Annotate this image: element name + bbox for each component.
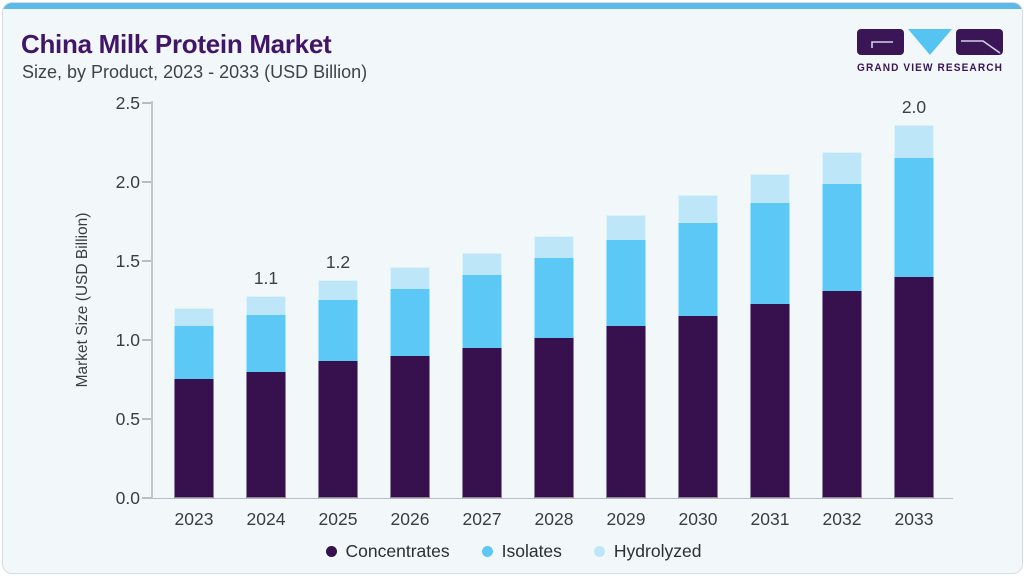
x-tick-label: 2027 <box>462 509 502 529</box>
bar-segment-isolates <box>822 183 862 291</box>
legend: Concentrates Isolates Hydrolyzed <box>3 538 1022 564</box>
bar-2033 <box>894 125 934 498</box>
bar-segment-isolates <box>174 325 214 380</box>
logo-text: GRAND VIEW RESEARCH <box>857 62 1003 74</box>
bar-2028 <box>534 235 574 498</box>
legend-item-isolates: Isolates <box>481 540 562 562</box>
x-tick-label: 2024 <box>246 509 286 529</box>
y-tick-mark <box>142 339 151 341</box>
x-tick-label: 2033 <box>894 509 934 529</box>
bar-2023 <box>174 308 214 498</box>
x-tick-label: 2029 <box>606 509 646 529</box>
legend-item-concentrates: Concentrates <box>325 540 450 562</box>
bar-segment-hydrolyzed <box>606 215 646 241</box>
legend-item-label: Isolates <box>501 540 562 561</box>
gvr-logo-icon: GRAND VIEW RESEARCH <box>857 29 1003 74</box>
bar-segment-isolates <box>678 223 718 317</box>
x-axis-line <box>144 497 953 499</box>
bar-value-label-2025: 1.2 <box>325 251 351 272</box>
bar-value-label-2033: 2.0 <box>901 97 927 118</box>
bar-segment-hydrolyzed <box>822 151 862 184</box>
bar-segment-concentrates <box>750 303 790 498</box>
bar-segment-isolates <box>462 275 502 348</box>
y-tick-label: 2.5 <box>115 92 140 113</box>
y-axis-line <box>151 101 153 499</box>
bar-segment-concentrates <box>462 347 502 498</box>
x-tick-label: 2023 <box>174 509 214 529</box>
bar-segment-hydrolyzed <box>894 125 934 159</box>
x-tick-label: 2032 <box>822 509 862 529</box>
bar-2030 <box>678 194 718 498</box>
x-tick-label: 2030 <box>678 509 718 529</box>
bar-segment-concentrates <box>606 325 646 498</box>
y-tick-mark <box>142 102 151 104</box>
y-axis-title: Market Size (USD Billion) <box>74 212 91 388</box>
bar-2032 <box>822 151 862 498</box>
bar-segment-concentrates <box>678 316 718 498</box>
y-tick-label: 0.0 <box>115 487 140 508</box>
bar-segment-concentrates <box>174 379 214 498</box>
page-title: China Milk Protein Market <box>21 29 332 59</box>
bar-segment-isolates <box>318 300 358 361</box>
bar-segment-isolates <box>246 314 286 372</box>
bar-segment-concentrates <box>390 355 430 498</box>
bar-segment-hydrolyzed <box>462 253 502 276</box>
bar-segment-hydrolyzed <box>318 279 358 301</box>
y-tick-label: 0.5 <box>115 408 140 429</box>
x-tick-label: 2031 <box>750 509 790 529</box>
y-tick-mark <box>142 418 151 420</box>
bar-segment-concentrates <box>822 291 862 498</box>
bar-segment-hydrolyzed <box>534 235 574 258</box>
bar-2027 <box>462 253 502 498</box>
legend-dot-icon <box>593 545 605 557</box>
bar-segment-concentrates <box>246 371 286 498</box>
bar-segment-concentrates <box>318 360 358 498</box>
bar-segment-isolates <box>390 289 430 356</box>
bar-2026 <box>390 267 430 498</box>
x-tick-label: 2026 <box>390 509 430 529</box>
bar-segment-hydrolyzed <box>678 194 718 224</box>
y-tick-mark <box>142 497 151 499</box>
y-tick-mark <box>142 260 151 262</box>
legend-item-label: Concentrates <box>345 540 450 561</box>
legend-dot-icon <box>325 545 337 557</box>
page-subtitle: Size, by Product, 2023 - 2033 (USD Billi… <box>22 62 368 82</box>
bar-2029 <box>606 215 646 498</box>
bar-segment-concentrates <box>894 276 934 498</box>
bar-2031 <box>750 174 790 498</box>
bar-2025 <box>318 279 358 498</box>
y-tick-label: 1.5 <box>115 250 140 271</box>
y-tick-label: 2.0 <box>115 171 140 192</box>
grand-view-research-logo: GRAND VIEW RESEARCH <box>857 29 1003 75</box>
legend-item-hydrolyzed: Hydrolyzed <box>593 540 702 562</box>
bar-segment-isolates <box>894 158 934 277</box>
y-tick-label: 1.0 <box>115 329 140 350</box>
bar-segment-concentrates <box>534 338 574 498</box>
bar-2024 <box>246 295 286 498</box>
bar-segment-isolates <box>606 240 646 326</box>
legend-item-label: Hydrolyzed <box>613 540 702 561</box>
y-tick-mark <box>142 181 151 183</box>
bar-segment-hydrolyzed <box>174 308 214 326</box>
top-accent-strip <box>3 3 1022 9</box>
bar-segment-hydrolyzed <box>750 174 790 203</box>
bar-segment-isolates <box>750 202 790 304</box>
bar-segment-hydrolyzed <box>390 267 430 290</box>
x-tick-label: 2025 <box>318 509 358 529</box>
legend-dot-icon <box>481 545 493 557</box>
bar-segment-hydrolyzed <box>246 295 286 315</box>
bar-segment-isolates <box>534 257 574 339</box>
x-tick-label: 2028 <box>534 509 574 529</box>
bar-value-label-2024: 1.1 <box>253 267 279 288</box>
